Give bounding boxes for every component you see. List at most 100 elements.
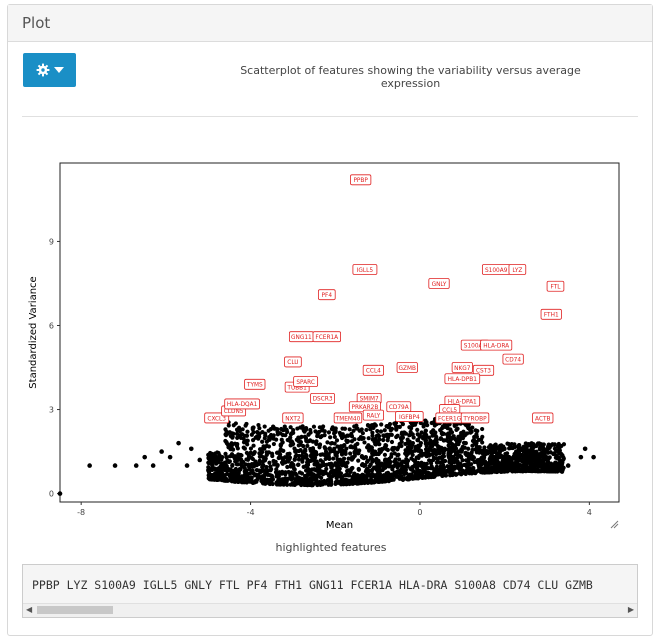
highlighted-features-list: PPBP LYZ S100A9 IGLL5 GNLY FTL PF4 FTH1 …	[32, 578, 593, 592]
data-point	[531, 441, 536, 447]
label-text: PPBP	[353, 178, 368, 184]
data-point	[238, 467, 243, 472]
data-point	[176, 440, 181, 446]
data-point	[249, 455, 254, 461]
data-point	[407, 433, 412, 438]
data-point	[281, 448, 286, 453]
label-text: FCER1G	[438, 416, 462, 422]
data-point	[503, 451, 508, 457]
data-point	[227, 468, 233, 473]
data-point	[474, 440, 479, 445]
data-point	[582, 446, 588, 452]
data-point	[231, 423, 236, 428]
data-point	[235, 446, 240, 451]
data-point	[279, 437, 284, 442]
resize-handle-icon[interactable]	[609, 519, 619, 529]
x-axis-label: Mean	[326, 520, 353, 531]
data-point	[516, 443, 522, 449]
scrollbar-thumb[interactable]	[37, 606, 113, 614]
data-point	[305, 457, 310, 462]
data-point	[548, 464, 553, 469]
data-point	[221, 467, 226, 472]
data-point	[359, 480, 365, 486]
label-text: TYROBP	[462, 416, 487, 422]
data-point	[444, 425, 450, 430]
data-point	[356, 467, 362, 472]
plot-settings-button[interactable]	[23, 53, 76, 87]
data-point	[475, 458, 480, 463]
data-point	[235, 457, 241, 462]
point-label: LYZ	[508, 264, 527, 275]
data-point	[291, 441, 296, 447]
data-point	[112, 463, 118, 468]
data-point	[399, 462, 404, 467]
data-point	[317, 443, 322, 448]
data-point	[503, 461, 508, 466]
data-point	[388, 428, 393, 433]
data-point	[314, 441, 319, 446]
point-label: FTH1	[540, 308, 562, 320]
point-label: TYMS	[244, 378, 266, 390]
label-text: HLA-DRA	[483, 343, 509, 349]
label-text: LYZ	[512, 268, 522, 274]
data-point	[529, 461, 534, 467]
data-point	[285, 429, 290, 435]
data-point	[264, 452, 269, 457]
data-point	[87, 463, 92, 468]
data-point	[224, 429, 229, 434]
point-label: HLA-DQA1	[224, 398, 260, 410]
data-point	[244, 450, 249, 455]
data-point	[363, 469, 368, 474]
data-point	[212, 471, 218, 477]
point-label: NKG7	[451, 362, 473, 373]
data-point	[296, 443, 301, 448]
data-point	[269, 451, 275, 456]
scroll-left-icon[interactable]: ◀	[26, 605, 33, 614]
data-point	[291, 466, 296, 471]
data-point	[290, 475, 295, 480]
data-point	[385, 435, 391, 440]
data-point	[557, 468, 563, 473]
data-point	[283, 470, 288, 475]
data-point	[267, 460, 272, 465]
data-point	[449, 464, 454, 469]
label-text: GNLY	[432, 282, 447, 288]
data-point	[426, 435, 432, 440]
data-point	[541, 459, 546, 464]
data-point	[452, 471, 457, 476]
data-point	[233, 468, 238, 473]
data-point	[264, 443, 269, 448]
highlighted-features-box[interactable]: PPBP LYZ S100A9 IGLL5 GNLY FTL PF4 FTH1 …	[22, 564, 638, 618]
data-point	[222, 460, 227, 465]
data-point	[362, 440, 367, 445]
data-point	[472, 434, 477, 440]
data-point	[329, 440, 335, 446]
data-point	[318, 452, 323, 457]
data-point	[395, 465, 400, 470]
data-point	[303, 436, 308, 441]
data-point	[483, 469, 488, 474]
data-point	[159, 449, 164, 454]
data-point	[292, 456, 297, 462]
data-point	[364, 427, 369, 433]
data-point	[350, 476, 355, 481]
label-text: SPARC	[296, 380, 315, 386]
scroll-right-icon[interactable]: ▶	[627, 605, 634, 614]
label-box	[362, 409, 384, 421]
data-point	[322, 471, 327, 476]
data-point	[235, 435, 240, 441]
data-point	[437, 451, 442, 456]
x-tick-label: 4	[587, 508, 592, 517]
data-point	[310, 467, 315, 472]
data-point	[420, 468, 426, 473]
horizontal-scrollbar[interactable]: ◀ ▶	[23, 603, 637, 617]
point-label: FCER1A	[312, 331, 341, 343]
data-point	[458, 434, 463, 440]
data-point	[454, 427, 459, 432]
label-text: TYMS	[246, 383, 263, 389]
data-point	[269, 467, 274, 472]
data-point	[327, 473, 332, 478]
data-point	[345, 439, 350, 444]
data-point	[184, 463, 190, 468]
